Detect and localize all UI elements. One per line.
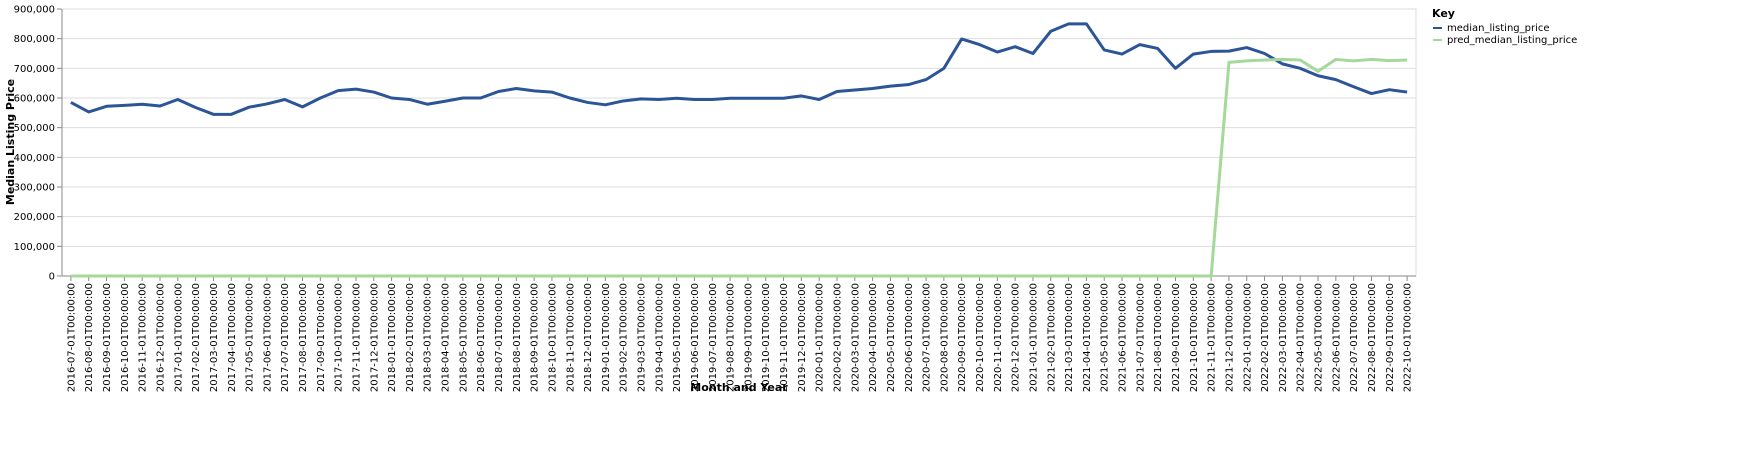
x-tick-label: 2017-06-01T00:00:00 xyxy=(262,283,273,392)
x-tick-label: 2017-03-01T00:00:00 xyxy=(209,283,220,392)
y-tick-label: 700,000 xyxy=(14,64,55,75)
x-tick-label: 2016-10-01T00:00:00 xyxy=(120,283,131,392)
x-tick-label: 2021-10-01T00:00:00 xyxy=(1189,283,1200,392)
x-tick-label: 2021-09-01T00:00:00 xyxy=(1171,283,1182,392)
y-tick-label: 0 xyxy=(49,272,55,283)
x-tick-label: 2017-10-01T00:00:00 xyxy=(334,283,345,392)
x-tick-label: 2018-12-01T00:00:00 xyxy=(583,283,594,392)
x-tick-label: 2022-03-01T00:00:00 xyxy=(1278,283,1289,392)
x-tick-label: 2019-05-01T00:00:00 xyxy=(672,283,683,392)
x-tick-label: 2019-08-01T00:00:00 xyxy=(726,283,737,392)
x-tick-label: 2018-07-01T00:00:00 xyxy=(494,283,505,392)
x-tick-label: 2018-05-01T00:00:00 xyxy=(458,283,469,392)
x-tick-label: 2018-02-01T00:00:00 xyxy=(405,283,416,392)
x-tick-label: 2017-04-01T00:00:00 xyxy=(227,283,238,392)
x-tick-label: 2019-06-01T00:00:00 xyxy=(690,283,701,392)
x-tick-label: 2022-10-01T00:00:00 xyxy=(1403,283,1414,392)
x-axis-title: Month and Year xyxy=(690,381,788,394)
x-tick-label: 2016-09-01T00:00:00 xyxy=(102,283,113,392)
x-tick-label: 2019-07-01T00:00:00 xyxy=(708,283,719,392)
legend-title: Key xyxy=(1432,7,1455,20)
x-tick-label: 2019-11-01T00:00:00 xyxy=(779,283,790,392)
x-tick-label: 2017-11-01T00:00:00 xyxy=(351,283,362,392)
x-tick-label: 2018-04-01T00:00:00 xyxy=(441,283,452,392)
plot-frame xyxy=(61,8,1417,277)
x-tick-label: 2018-06-01T00:00:00 xyxy=(476,283,487,392)
x-tick-label: 2018-08-01T00:00:00 xyxy=(512,283,523,392)
y-axis-title: Median Listing Price xyxy=(4,79,17,205)
x-tick-label: 2018-09-01T00:00:00 xyxy=(530,283,541,392)
x-tick-label: 2020-08-01T00:00:00 xyxy=(939,283,950,392)
y-tick-label: 800,000 xyxy=(14,34,55,45)
y-tick-label: 400,000 xyxy=(14,153,55,164)
x-tick-label: 2020-04-01T00:00:00 xyxy=(868,283,879,392)
x-tick-label: 2021-02-01T00:00:00 xyxy=(1046,283,1057,392)
x-tick-label: 2021-07-01T00:00:00 xyxy=(1135,283,1146,392)
x-tick-label: 2019-12-01T00:00:00 xyxy=(797,283,808,392)
y-tick-label: 200,000 xyxy=(14,212,55,223)
y-tick-label: 100,000 xyxy=(14,242,55,253)
x-tick-label: 2019-04-01T00:00:00 xyxy=(654,283,665,392)
x-tick-label: 2020-02-01T00:00:00 xyxy=(832,283,843,392)
x-tick-label: 2021-01-01T00:00:00 xyxy=(1028,283,1039,392)
x-tick-label: 2021-08-01T00:00:00 xyxy=(1153,283,1164,392)
x-tick-label: 2018-03-01T00:00:00 xyxy=(423,283,434,392)
x-tick-label: 2020-06-01T00:00:00 xyxy=(904,283,915,392)
x-tick-label: 2021-06-01T00:00:00 xyxy=(1118,283,1129,392)
x-tick-label: 2020-07-01T00:00:00 xyxy=(922,283,933,392)
x-tick-label: 2019-01-01T00:00:00 xyxy=(601,283,612,392)
x-tick-label: 2019-02-01T00:00:00 xyxy=(619,283,630,392)
y-tick-label: 600,000 xyxy=(14,94,55,105)
x-tick-label: 2019-09-01T00:00:00 xyxy=(743,283,754,392)
x-tick-label: 2016-07-01T00:00:00 xyxy=(66,283,77,392)
x-tick-label: 2022-08-01T00:00:00 xyxy=(1367,283,1378,392)
x-tick-label: 2021-03-01T00:00:00 xyxy=(1064,283,1075,392)
x-tick-label: 2020-03-01T00:00:00 xyxy=(850,283,861,392)
y-tick-label: 300,000 xyxy=(14,183,55,194)
x-tick-label: 2019-10-01T00:00:00 xyxy=(761,283,772,392)
y-tick-label: 900,000 xyxy=(14,5,55,16)
x-tick-label: 2021-05-01T00:00:00 xyxy=(1100,283,1111,392)
legend-label: pred_median_listing_price xyxy=(1447,35,1577,46)
x-tick-label: 2020-11-01T00:00:00 xyxy=(993,283,1004,392)
x-tick-label: 2017-12-01T00:00:00 xyxy=(369,283,380,392)
x-tick-label: 2017-02-01T00:00:00 xyxy=(191,283,202,392)
series-line xyxy=(70,22,1408,116)
series-line xyxy=(70,57,1408,278)
x-tick-label: 2021-12-01T00:00:00 xyxy=(1224,283,1235,392)
x-tick-label: 2017-08-01T00:00:00 xyxy=(298,283,309,392)
y-tick-label: 500,000 xyxy=(14,123,55,134)
x-tick-label: 2017-09-01T00:00:00 xyxy=(316,283,327,392)
x-tick-label: 2022-07-01T00:00:00 xyxy=(1349,283,1360,392)
x-tick-label: 2017-07-01T00:00:00 xyxy=(280,283,291,392)
x-tick-label: 2022-04-01T00:00:00 xyxy=(1296,283,1307,392)
x-tick-label: 2022-02-01T00:00:00 xyxy=(1260,283,1271,392)
x-tick-label: 2020-05-01T00:00:00 xyxy=(886,283,897,392)
x-tick-label: 2021-04-01T00:00:00 xyxy=(1082,283,1093,392)
x-tick-label: 2018-01-01T00:00:00 xyxy=(387,283,398,392)
x-tick-label: 2020-12-01T00:00:00 xyxy=(1011,283,1022,392)
x-tick-label: 2016-11-01T00:00:00 xyxy=(138,283,149,392)
legend-label: median_listing_price xyxy=(1447,23,1550,34)
x-tick-label: 2017-01-01T00:00:00 xyxy=(173,283,184,392)
x-tick-label: 2017-05-01T00:00:00 xyxy=(245,283,256,392)
x-tick-label: 2022-09-01T00:00:00 xyxy=(1385,283,1396,392)
x-tick-label: 2018-10-01T00:00:00 xyxy=(547,283,558,392)
x-tick-label: 2021-11-01T00:00:00 xyxy=(1207,283,1218,392)
x-tick-label: 2016-12-01T00:00:00 xyxy=(155,283,166,392)
x-tick-label: 2022-06-01T00:00:00 xyxy=(1331,283,1342,392)
x-tick-label: 2020-01-01T00:00:00 xyxy=(815,283,826,392)
x-tick-label: 2019-03-01T00:00:00 xyxy=(637,283,648,392)
x-tick-label: 2020-09-01T00:00:00 xyxy=(957,283,968,392)
x-tick-label: 2018-11-01T00:00:00 xyxy=(565,283,576,392)
x-tick-label: 2022-01-01T00:00:00 xyxy=(1242,283,1253,392)
x-tick-label: 2022-05-01T00:00:00 xyxy=(1314,283,1325,392)
x-tick-label: 2020-10-01T00:00:00 xyxy=(975,283,986,392)
x-tick-label: 2016-08-01T00:00:00 xyxy=(84,283,95,392)
